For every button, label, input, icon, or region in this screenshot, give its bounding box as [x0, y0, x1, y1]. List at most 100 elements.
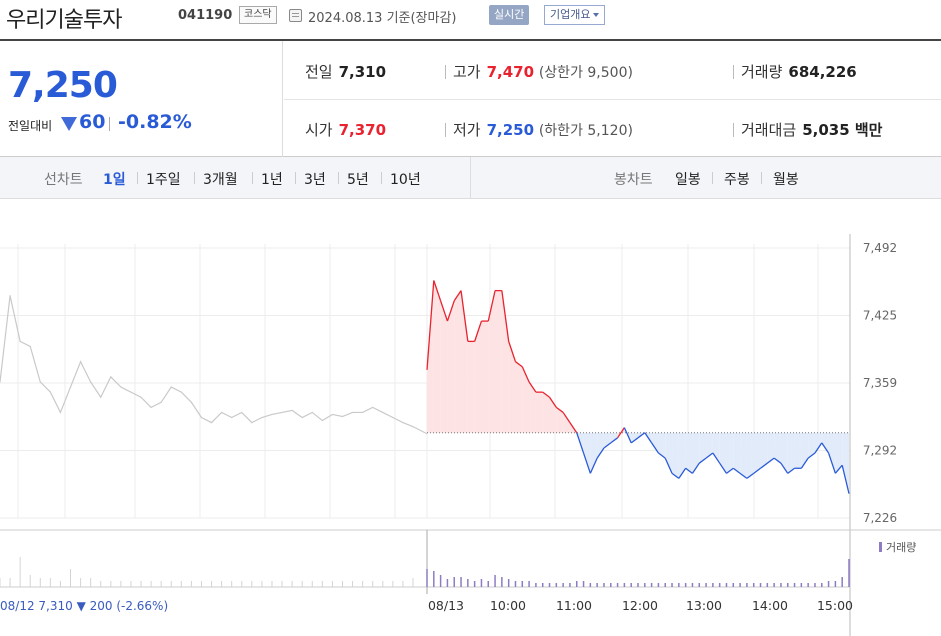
data-point — [170, 386, 172, 388]
data-point — [241, 411, 243, 414]
down-area — [828, 432, 836, 474]
volume-value: 684,226 — [788, 63, 857, 81]
tab-daily[interactable]: 일봉 — [675, 172, 701, 188]
down-area — [610, 432, 618, 443]
tab-weekly[interactable]: 주봉 — [724, 172, 750, 188]
down-area — [794, 432, 802, 469]
data-point — [49, 391, 51, 393]
price-segment — [453, 290, 462, 302]
price-segment — [596, 447, 605, 459]
data-point — [39, 381, 41, 383]
data-point — [281, 411, 283, 414]
company-overview-button[interactable]: 기업개요 — [544, 5, 606, 25]
tab-monthly[interactable]: 월봉 — [773, 172, 799, 188]
price-segment — [753, 467, 761, 474]
up-area — [515, 361, 523, 433]
down-area — [780, 432, 788, 474]
x-tick-label: 15:00 — [817, 598, 853, 613]
price-segment — [698, 457, 707, 464]
data-point — [392, 416, 394, 419]
price-segment — [807, 452, 816, 459]
volume-legend-marker — [879, 542, 882, 552]
price-segment — [610, 437, 618, 444]
prev-day-line — [0, 295, 414, 428]
stock-code: 041190 — [178, 8, 233, 23]
date-text: 2024.08.13 기준(장마감) — [308, 11, 457, 26]
down-area — [767, 432, 775, 464]
up-area — [440, 300, 448, 433]
tab-5year[interactable]: 5년 — [347, 172, 369, 188]
down-area — [651, 432, 659, 454]
volume-cell: 거래량 684,226 — [741, 61, 857, 82]
stock-header: 우리기술투자 041190 코스닥 2024.08.13 기준(장마감) 실시간… — [0, 0, 941, 38]
up-area — [508, 341, 516, 433]
price-segment — [515, 361, 523, 368]
tab-1week[interactable]: 1주일 — [146, 172, 181, 188]
x-tick-label: 12:00 — [622, 598, 658, 613]
tab-1day[interactable]: 1일 — [103, 172, 126, 188]
data-point — [110, 376, 112, 378]
up-area — [529, 381, 536, 433]
down-area — [733, 432, 741, 474]
low-cell: 저가 7,250 (하한가 5,120) — [453, 119, 633, 140]
current-price: 7,250 — [8, 65, 118, 106]
price-segment — [446, 300, 455, 322]
price-segment — [780, 462, 789, 474]
data-point — [221, 411, 223, 414]
data-point — [190, 401, 192, 403]
volume-legend: 거래량 — [886, 541, 916, 554]
tab-3month[interactable]: 3개월 — [203, 172, 238, 188]
down-area — [597, 432, 604, 459]
x-tick-label: 10:00 — [490, 598, 526, 613]
tab-3year[interactable]: 3년 — [304, 172, 326, 188]
up-area — [501, 290, 509, 433]
up-area — [556, 407, 564, 433]
intraday-chart[interactable]: 7,492 7,425 7,359 7,292 7,226 거래량 08/13 10:00 11… — [0, 200, 941, 636]
data-point — [100, 396, 102, 398]
price-segment — [528, 381, 537, 393]
tab-1year[interactable]: 1년 — [261, 172, 283, 188]
data-point — [271, 413, 273, 416]
down-area — [678, 432, 686, 479]
divider — [194, 172, 195, 184]
price-segment — [664, 457, 673, 474]
price-segment — [691, 462, 700, 474]
y-tick-label: 7,226 — [863, 511, 897, 525]
down-area — [787, 432, 795, 474]
down-area — [699, 432, 707, 464]
divider — [712, 172, 713, 184]
data-point — [69, 386, 72, 388]
data-point — [150, 406, 152, 408]
prev-close-cell: 전일 7,310 — [305, 61, 386, 82]
open-cell: 시가 7,370 — [305, 119, 386, 140]
divider — [137, 172, 138, 184]
price-segment — [501, 290, 510, 342]
data-point — [79, 361, 82, 363]
change-label: 전일대비 — [8, 119, 53, 133]
divider — [445, 123, 446, 137]
down-area — [821, 432, 829, 454]
data-point — [90, 381, 92, 383]
tab-10year[interactable]: 10년 — [390, 172, 421, 188]
prev-close-label: 전일 — [305, 63, 333, 81]
data-point — [160, 401, 162, 403]
price-segment — [433, 280, 442, 301]
price-segment — [637, 432, 646, 439]
data-point — [362, 411, 364, 414]
data-point — [301, 416, 303, 419]
data-point — [261, 416, 263, 419]
down-triangle-icon — [61, 117, 77, 131]
price-segment — [603, 442, 612, 449]
price-segment — [439, 300, 449, 322]
price-segment — [827, 452, 837, 474]
realtime-button[interactable]: 실시간 — [489, 5, 530, 25]
up-area — [535, 392, 543, 433]
price-segment — [576, 432, 585, 454]
price-segment — [426, 280, 435, 370]
divider — [761, 172, 762, 184]
price-segment — [623, 427, 632, 444]
price-segment — [773, 457, 782, 464]
price-segment — [582, 452, 591, 474]
data-point — [59, 411, 62, 414]
price-segment — [678, 467, 687, 479]
